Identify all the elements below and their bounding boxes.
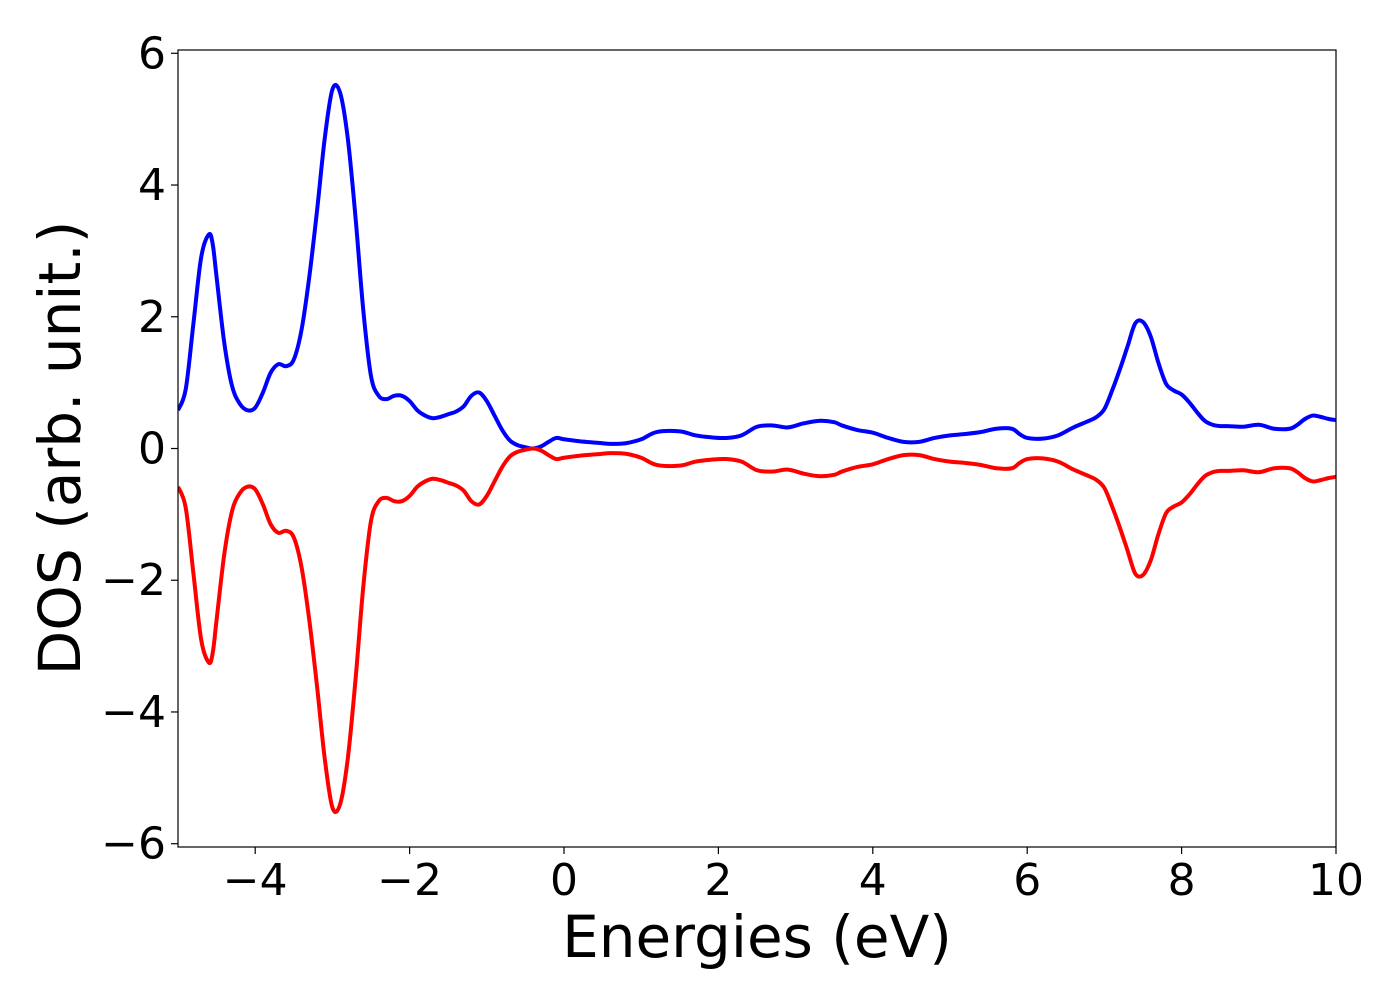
series-line-1 [178,83,1336,451]
y-tick-label: 4 [138,160,166,211]
y-tick-label: 6 [138,28,166,79]
y-tick-label: 0 [138,424,166,475]
x-tick-label: 0 [550,855,578,906]
x-tick-label: 2 [704,855,732,906]
y-tick-label: −4 [101,687,166,738]
y-tick-label: 2 [138,292,166,343]
x-tick-label: −2 [377,855,442,906]
y-axis: −6 −4 −2 0 2 4 6 [101,28,178,870]
y-tick-label: −6 [101,819,166,870]
x-tick-label: 4 [859,855,887,906]
series-line-2 [178,446,1336,814]
x-axis-title: Energies (eV) [562,903,952,971]
plot-background [178,50,1336,847]
x-tick-label: 8 [1168,855,1196,906]
x-axis: −4 −2 0 2 4 6 8 10 [223,847,1364,906]
x-tick-label: 10 [1308,855,1364,906]
y-axis-title: DOS (arb. unit.) [26,221,94,676]
series-layer [178,83,1336,814]
x-tick-label: −4 [223,855,288,906]
x-tick-label: 6 [1013,855,1041,906]
y-tick-label: −2 [101,555,166,606]
